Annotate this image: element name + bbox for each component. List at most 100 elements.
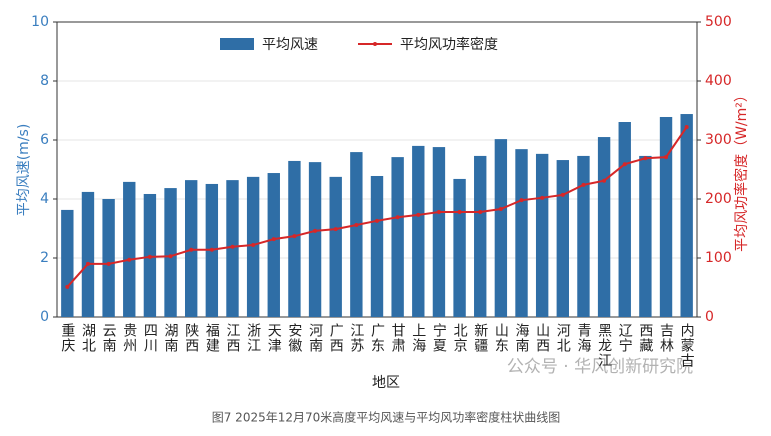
x-axis-label: 地区	[372, 375, 400, 391]
bar	[391, 157, 404, 317]
x-tick-label: 福建	[204, 323, 220, 353]
bar	[123, 181, 136, 317]
y2-tick-label: 100	[705, 250, 732, 266]
line-point	[602, 178, 607, 183]
line-point	[147, 254, 152, 259]
y2-tick-label: 200	[705, 191, 732, 207]
x-tick-label: 广东	[369, 323, 385, 353]
bar	[329, 176, 342, 317]
x-tick-label: 浙江	[245, 323, 261, 353]
bar	[102, 199, 115, 317]
x-tick-label: 内蒙古	[679, 323, 695, 368]
bar	[267, 173, 280, 317]
line-point	[251, 243, 256, 248]
bar	[453, 178, 466, 317]
line-point	[168, 254, 173, 259]
bar	[639, 155, 652, 317]
watermark: 公众号 · 华风创新研究院	[507, 357, 693, 377]
x-tick-label: 西藏	[637, 323, 653, 353]
line-point	[664, 155, 669, 160]
line-point	[313, 228, 318, 233]
y2-tick-label: 0	[705, 309, 714, 325]
x-tick-label: 青海	[575, 323, 591, 353]
y-tick-label: 0	[40, 309, 49, 325]
line-point	[292, 234, 297, 239]
line-point	[85, 261, 90, 266]
line-point	[106, 261, 111, 266]
bar	[61, 209, 74, 317]
bar	[680, 114, 693, 317]
line-point	[498, 207, 503, 212]
line-point	[395, 215, 400, 220]
y-axis-label: 平均风速(m/s)	[16, 124, 32, 217]
line-point	[65, 284, 70, 289]
x-tick-label: 山东	[493, 323, 509, 353]
line-point	[333, 227, 338, 232]
x-tick-label: 河南	[307, 323, 323, 353]
bar	[412, 145, 425, 317]
bar	[474, 155, 487, 317]
bar	[597, 137, 611, 317]
y2-tick-label: 500	[705, 14, 732, 30]
line-point	[457, 209, 462, 214]
line-point	[560, 192, 565, 197]
x-tick-label: 海南	[514, 323, 530, 353]
bar	[81, 191, 95, 317]
x-tick-label: 辽宁	[617, 323, 633, 353]
y2-tick-label: 300	[705, 132, 732, 148]
y-tick-label: 6	[40, 132, 49, 148]
y-tick-label: 10	[31, 14, 49, 30]
legend-label: 平均风功率密度	[400, 36, 498, 53]
x-tick-label: 甘肃	[390, 323, 406, 353]
line-point	[416, 212, 421, 217]
x-tick-label: 江西	[224, 323, 240, 353]
legend-swatch	[373, 42, 377, 46]
x-tick-label: 黑龙江	[596, 323, 612, 368]
line-point	[354, 222, 359, 227]
line-point	[271, 237, 276, 242]
x-tick-label: 宁夏	[431, 322, 447, 353]
bar	[308, 162, 322, 317]
line-point	[581, 182, 586, 187]
line-point	[209, 247, 214, 252]
bar	[659, 116, 673, 318]
x-tick-label: 湖南	[163, 323, 179, 353]
bar	[556, 160, 569, 317]
x-tick-label: 天津	[266, 323, 282, 353]
bar	[164, 188, 177, 317]
bar	[515, 149, 528, 317]
line-point	[519, 198, 524, 203]
y-tick-label: 4	[40, 191, 49, 207]
x-tick-label: 四川	[142, 323, 158, 353]
line-point	[478, 209, 483, 214]
x-tick-label: 陕西	[183, 323, 199, 353]
bar	[288, 160, 301, 317]
line-point	[230, 244, 235, 249]
x-tick-label: 广西	[328, 323, 344, 353]
x-tick-label: 江苏	[348, 323, 364, 353]
bar	[577, 155, 590, 317]
x-tick-label: 重庆	[59, 323, 75, 353]
x-tick-label: 安徽	[286, 323, 302, 353]
legend-swatch	[220, 38, 254, 50]
line-point	[540, 195, 545, 200]
line-point	[375, 218, 379, 223]
y2-tick-label: 400	[705, 73, 732, 89]
x-tick-label: 河北	[555, 323, 571, 353]
x-tick-label: 贵州	[121, 323, 137, 353]
x-tick-label: 北京	[452, 323, 468, 353]
line-point	[436, 209, 441, 214]
legend-label: 平均风速	[262, 37, 318, 53]
bar	[350, 152, 363, 317]
x-tick-label: 吉林	[658, 323, 674, 353]
bar	[370, 175, 384, 317]
line-point	[127, 257, 132, 262]
bar	[618, 122, 631, 317]
x-tick-label: 上海	[410, 323, 426, 353]
y-tick-label: 2	[40, 250, 49, 266]
bar	[535, 153, 549, 317]
x-tick-label: 湖北	[80, 323, 96, 353]
caption: 图7 2025年12月70米高度平均风速与平均风功率密度柱状曲线图	[212, 410, 561, 425]
line-point	[189, 247, 194, 252]
